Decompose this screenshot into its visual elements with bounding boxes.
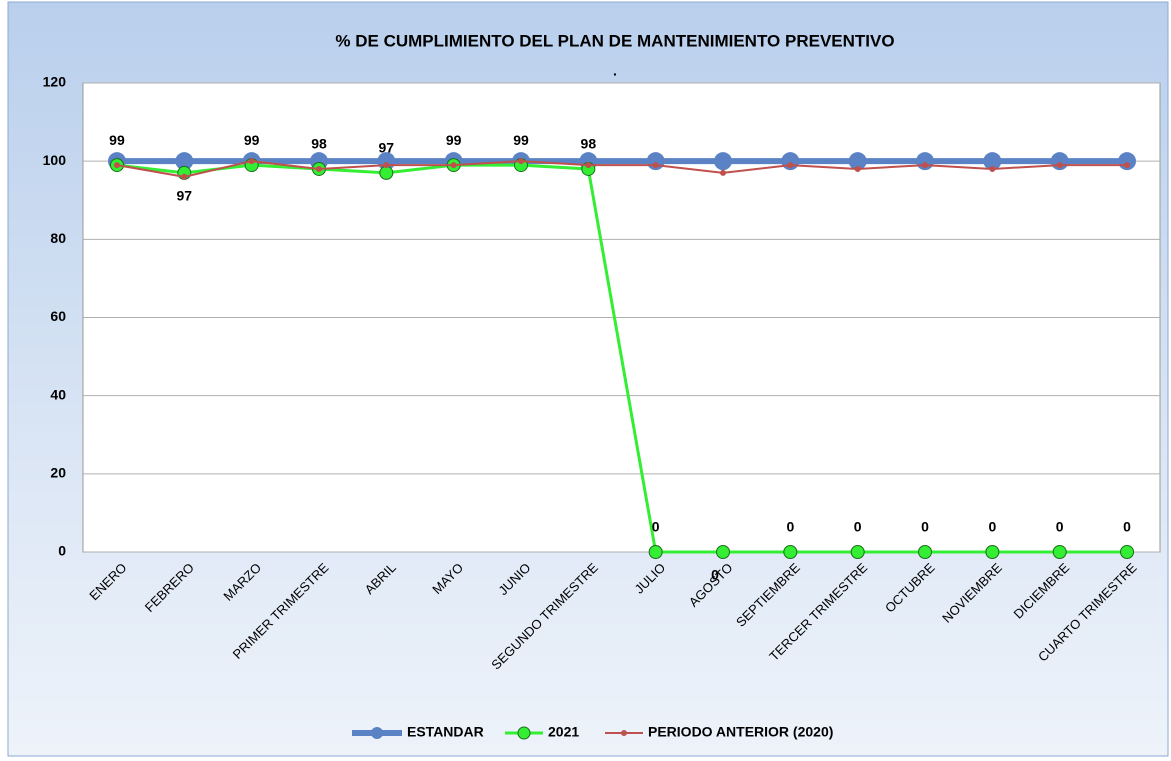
data-point [450, 162, 457, 169]
data-label: 0 [786, 519, 794, 535]
data-point [787, 162, 794, 169]
data-label: 98 [311, 136, 327, 152]
data-point [985, 545, 1000, 559]
legend-marker [517, 726, 531, 740]
data-label: 0 [711, 567, 719, 583]
series-line [116, 160, 1128, 178]
data-point [848, 152, 867, 171]
data-point [1124, 162, 1131, 169]
y-tick-label: 0 [58, 543, 66, 559]
y-tick-label: 80 [50, 230, 66, 246]
legend-label: 2021 [548, 724, 579, 740]
chart-title: % DE CUMPLIMIENTO DEL PLAN DE MANTENIMIE… [335, 31, 894, 50]
data-label: 97 [177, 188, 193, 204]
data-point [652, 162, 659, 169]
data-label: 0 [988, 519, 996, 535]
data-point [175, 152, 194, 171]
legend-marker [371, 727, 383, 739]
data-label: 97 [379, 140, 395, 156]
data-point [918, 545, 933, 559]
y-tick-label: 120 [43, 74, 67, 90]
data-label: 0 [1056, 519, 1064, 535]
data-point [983, 152, 1002, 171]
data-label: 99 [446, 132, 462, 148]
data-label: 99 [513, 132, 529, 148]
data-label: 0 [854, 519, 862, 535]
data-label: 98 [581, 136, 597, 152]
y-tick-label: 100 [43, 152, 67, 168]
data-point [181, 173, 188, 180]
data-label: 0 [921, 519, 929, 535]
data-point [379, 165, 394, 180]
data-point [854, 165, 861, 172]
data-point [720, 169, 727, 176]
data-point [517, 158, 524, 165]
legend-marker [621, 730, 627, 736]
y-tick-label: 20 [50, 465, 66, 481]
data-label: 0 [652, 519, 660, 535]
data-label: 99 [109, 132, 125, 148]
data-point [850, 545, 865, 559]
series-line [116, 163, 1128, 554]
data-point [1056, 162, 1063, 169]
data-point [1052, 545, 1067, 559]
data-point [989, 165, 996, 172]
data-point [585, 162, 592, 169]
data-point [248, 158, 255, 165]
y-tick-label: 60 [50, 308, 66, 324]
data-point [383, 162, 390, 169]
data-label: 99 [244, 132, 260, 148]
data-point [783, 545, 798, 559]
y-tick-label: 40 [50, 386, 66, 402]
data-point [716, 545, 731, 559]
legend-label: PERIODO ANTERIOR (2020) [648, 724, 833, 740]
data-point [315, 165, 322, 172]
chart-subtitle: . [613, 63, 617, 79]
data-point [113, 162, 120, 169]
legend-label: ESTANDAR [407, 724, 484, 740]
data-point [714, 152, 733, 171]
data-point [1120, 545, 1135, 559]
data-point [648, 545, 663, 559]
data-label: 0 [1123, 519, 1131, 535]
data-point [922, 162, 929, 169]
